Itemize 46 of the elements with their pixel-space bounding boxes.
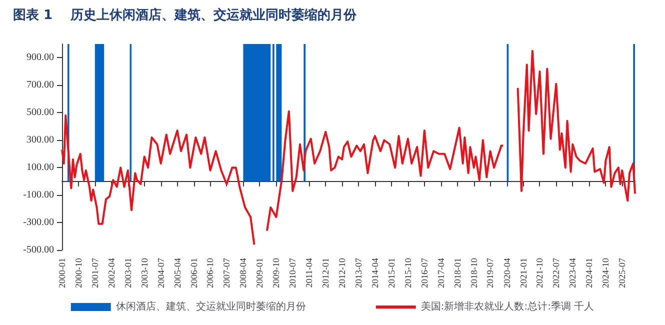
x-tick-label: 2014-04 [370, 258, 380, 288]
x-tick-label: 2009-01 [254, 258, 265, 288]
x-tick-label: 2000-10 [73, 258, 84, 288]
x-tick-label: 2023-04 [568, 258, 578, 288]
y-tick-label: -500.00 [23, 244, 54, 256]
x-tick-label: 2006-01 [188, 258, 199, 288]
x-tick-label: 2013-07 [353, 258, 364, 288]
legend-label: 休闲酒店、建筑、交运就业同时萎缩的月份 [116, 300, 306, 312]
legend-label: 美国:新增非农就业人数:总计:季调 千人 [420, 300, 594, 312]
y-tick-label: 700.00 [26, 80, 54, 91]
x-tick-label: 2000-01 [57, 258, 67, 288]
y-tick-label: -100.00 [23, 190, 54, 201]
y-tick-label: 900.00 [26, 52, 54, 64]
x-tick-label: 2015-01 [386, 258, 396, 288]
x-tick-label: 2010-07 [288, 258, 298, 288]
x-tick-label: 2015-10 [402, 258, 413, 288]
x-tick-label: 2002-04 [106, 258, 116, 288]
x-tick-label: 2012-10 [337, 258, 348, 288]
y-tick-label: -300.00 [23, 217, 54, 228]
x-tick-label: 2009-10 [271, 258, 282, 288]
x-tick-label: 2025-07 [617, 258, 628, 288]
y-tick-label: 100.00 [26, 162, 54, 174]
x-tick-label: 2022-07 [551, 258, 562, 288]
x-tick-label: 2024-10 [600, 258, 611, 288]
chart-title: 图表 1 历史上休闲酒店、建筑、交运就业同时萎缩的月份 [13, 7, 358, 23]
x-tick-label: 2006-10 [205, 258, 216, 288]
x-tick-label: 2016-07 [419, 258, 430, 288]
x-tick-label: 2021-01 [518, 258, 528, 288]
x-tick-label: 2019-07 [485, 258, 496, 288]
y-tick-label: 500.00 [26, 107, 54, 118]
x-tick-label: 2020-04 [502, 258, 512, 288]
x-tick-label: 2012-01 [320, 258, 331, 288]
x-tick-label: 2024-01 [584, 258, 594, 288]
x-tick-label: 2008-04 [238, 258, 248, 288]
x-tick-label: 2018-01 [452, 258, 462, 288]
x-tick-label: 2021-10 [534, 258, 545, 288]
x-tick-label: 2011-04 [304, 258, 314, 288]
x-tick-label: 2004-07 [156, 258, 166, 288]
x-tick-label: 2017-04 [436, 258, 446, 288]
y-tick-label: 300.00 [26, 134, 54, 146]
x-tick-label: 2001-07 [90, 258, 100, 288]
x-tick-label: 2003-10 [139, 258, 150, 288]
x-tick-label: 2018-10 [468, 258, 479, 288]
x-tick-label: 2007-07 [222, 258, 232, 288]
x-tick-label: 2003-01 [122, 258, 133, 288]
x-tick-label: 2005-04 [172, 258, 182, 288]
